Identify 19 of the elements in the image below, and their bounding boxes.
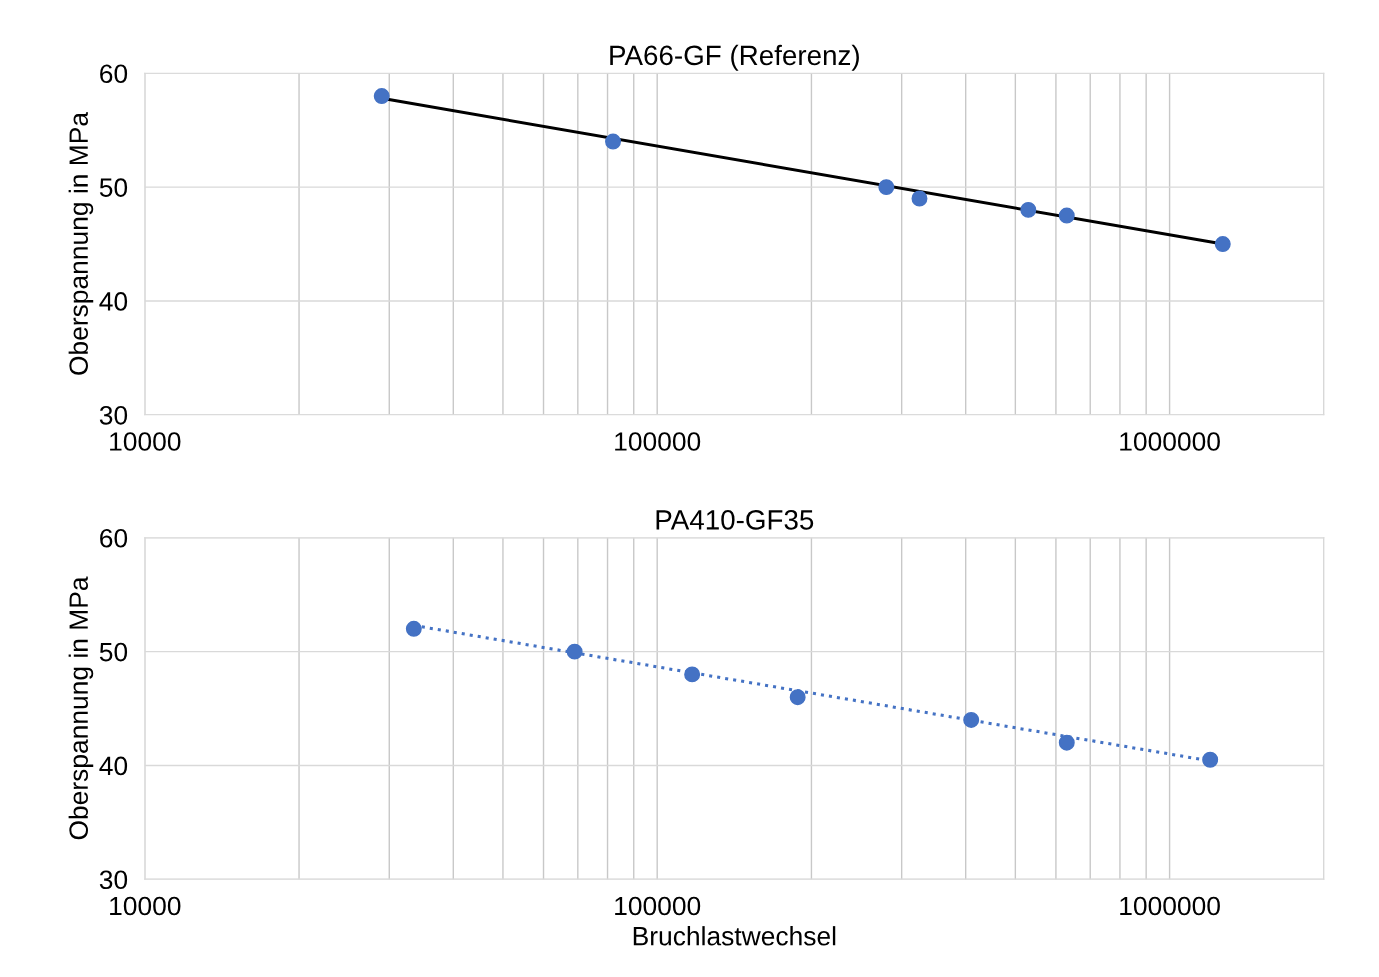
y-tick-label: 30 bbox=[99, 405, 128, 425]
x-axis-title: Bruchlastwechsel bbox=[633, 926, 836, 946]
y-tick-label: 40 bbox=[99, 756, 128, 776]
x-tick-label: 100000 bbox=[615, 432, 701, 451]
x-tick-label: 100000 bbox=[615, 896, 701, 916]
y-tick-label: 60 bbox=[100, 528, 128, 548]
y-tick-label: 40 bbox=[99, 292, 128, 311]
y-tick-label: 30 bbox=[99, 870, 128, 890]
y-tick-label: 50 bbox=[99, 178, 128, 197]
x-tick-label: 10000 bbox=[110, 432, 181, 451]
chart-title: PA66-GF (Referenz) bbox=[610, 44, 859, 71]
x-tick-label: 10000 bbox=[110, 896, 181, 916]
y-axis-title: Oberspannung in MPa bbox=[68, 112, 94, 375]
x-tick-label: 1000000 bbox=[1120, 432, 1220, 451]
y-axis-title: Oberspannung in MPa bbox=[68, 576, 94, 840]
y-tick-label: 60 bbox=[100, 64, 128, 84]
chart-title: PA410-GF35 bbox=[656, 510, 814, 530]
y-tick-label: 50 bbox=[99, 642, 128, 662]
x-tick-label: 1000000 bbox=[1120, 896, 1220, 916]
